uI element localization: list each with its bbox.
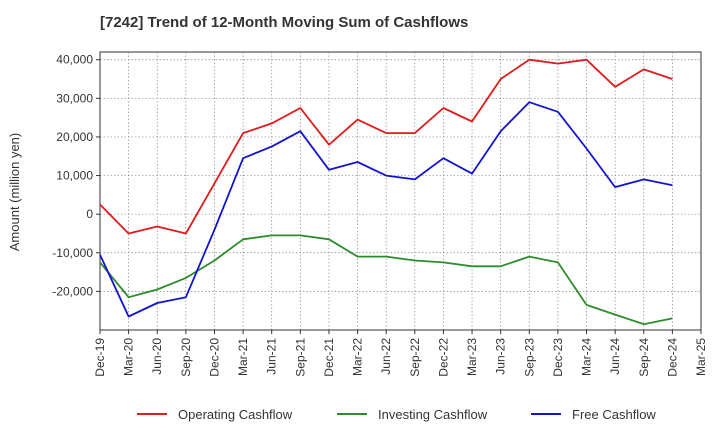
- x-tick-label: Sep-21: [293, 338, 307, 377]
- y-tick-label: 20,000: [56, 130, 93, 144]
- x-tick-label: Mar-20: [122, 338, 136, 376]
- axis-layer: 40,000 30,000 20,000 10,000 0 -10,000 -20,000 D…: [52, 51, 708, 377]
- x-tick-label: Dec-22: [436, 338, 450, 377]
- x-tick-label: Dec-19: [93, 338, 107, 377]
- legend-label: Operating Cashflow: [178, 407, 293, 422]
- x-tick-label: Mar-25: [694, 338, 708, 376]
- plot-frame: [99, 51, 702, 331]
- x-tick-label: Jun-24: [608, 338, 622, 375]
- x-tick-label: Dec-23: [551, 338, 565, 377]
- x-tick-label: Dec-24: [665, 338, 679, 377]
- chart-title: [7242] Trend of 12-Month Moving Sum of C…: [100, 14, 469, 31]
- grid-layer: [99, 52, 702, 330]
- x-tick-label: Jun-20: [150, 338, 164, 375]
- x-tick-label: Dec-20: [207, 338, 221, 377]
- x-tick-label: Jun-22: [379, 338, 393, 375]
- x-tick-label: Mar-23: [465, 338, 479, 376]
- series-layer: [99, 58, 673, 326]
- x-tick-label: Dec-21: [322, 338, 336, 377]
- x-tick-label: Mar-22: [351, 338, 365, 376]
- x-tick-label: Jun-21: [265, 338, 279, 375]
- legend: Operating Cashflow Investing Cashflow Free…: [137, 407, 656, 422]
- series-line-investing-cashflow: [99, 234, 673, 326]
- x-tick-label: Jun-23: [494, 338, 508, 375]
- series-line-free-cashflow: [99, 101, 673, 318]
- y-tick-label: 30,000: [56, 91, 93, 105]
- y-tick-label: -20,000: [52, 284, 93, 298]
- x-tick-label: Mar-21: [236, 338, 250, 376]
- x-tick-label: Sep-24: [637, 338, 651, 377]
- x-tick-label: Sep-23: [522, 338, 536, 377]
- legend-label: Investing Cashflow: [378, 407, 488, 422]
- series-line-operating-cashflow: [99, 58, 673, 235]
- legend-label: Free Cashflow: [572, 407, 656, 422]
- y-tick-label: 40,000: [56, 53, 93, 67]
- x-tick-label: Sep-22: [408, 338, 422, 377]
- x-tick-label: Sep-20: [179, 338, 193, 377]
- y-axis-label: Amount (million yen): [7, 133, 22, 252]
- y-tick-label: 10,000: [56, 169, 93, 183]
- y-tick-label: -10,000: [52, 246, 93, 260]
- y-tick-label: 0: [86, 207, 93, 221]
- x-tick-label: Mar-24: [580, 338, 594, 376]
